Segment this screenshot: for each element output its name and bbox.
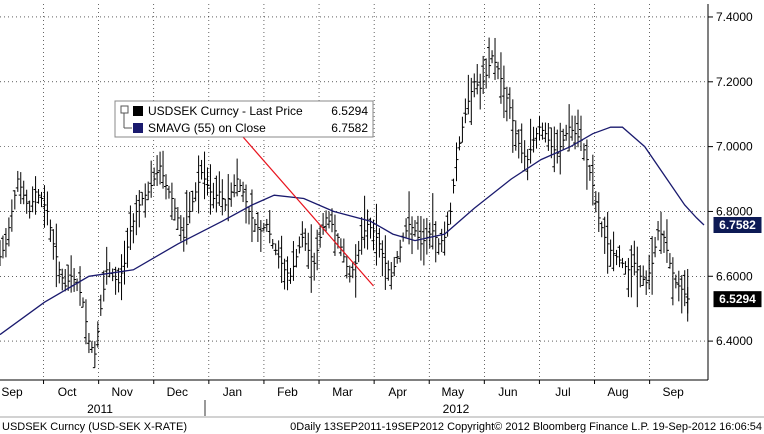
x-tick-label: Jan bbox=[223, 385, 242, 399]
moving-average-line bbox=[0, 126, 705, 336]
x-tick-label: Jun bbox=[498, 385, 517, 399]
tag-price-label: 6.5294 bbox=[719, 292, 756, 306]
x-tick-label: Dec bbox=[167, 385, 188, 399]
legend-value-ma: 6.7582 bbox=[331, 121, 368, 135]
legend-collapse-icon[interactable] bbox=[120, 105, 129, 114]
tag-ma-label: 6.7582 bbox=[719, 218, 756, 232]
legend-swatch-price bbox=[133, 106, 143, 116]
tag-ma-box bbox=[712, 215, 763, 234]
year-label: 2011 bbox=[87, 402, 113, 416]
y-tick-label: 6.6000 bbox=[716, 269, 753, 283]
x-tick-label: Jul bbox=[555, 385, 570, 399]
legend-label-ma: SMAVG (55) on Close bbox=[148, 121, 266, 135]
last-value-tag-ma: 6.7582 bbox=[712, 215, 763, 234]
y-tick-label: 6.4000 bbox=[716, 334, 753, 348]
legend-box bbox=[114, 100, 374, 138]
x-tick-label: Aug bbox=[607, 385, 628, 399]
grid-lines bbox=[0, 4, 709, 381]
y-axis: 7.4000 7.2000 7.0000 6.8000 6.6000 6.4000 bbox=[708, 10, 753, 348]
x-tick-label: Apr bbox=[388, 385, 407, 399]
last-value-tag-price: 6.5294 bbox=[712, 290, 763, 309]
price-bars bbox=[0, 37, 690, 369]
year-label: 2012 bbox=[443, 402, 470, 416]
x-tick-label: Sep bbox=[662, 385, 684, 399]
legend-swatch-ma bbox=[133, 123, 143, 133]
trend-line bbox=[239, 133, 374, 287]
y-tick-label: 7.4000 bbox=[716, 10, 753, 24]
legend: USDSEK Curncy - Last Price 6.5294 SMAVG … bbox=[114, 100, 374, 138]
x-axis: Sep Oct Nov Dec Jan Feb Mar Apr May Jun Jul Aug Sep 2… bbox=[1, 380, 684, 416]
y-tick-label: 7.2000 bbox=[716, 75, 753, 89]
x-tick-label: Mar bbox=[332, 385, 353, 399]
legend-label-price: USDSEK Curncy - Last Price bbox=[148, 104, 303, 118]
y-tick-label: 6.8000 bbox=[716, 204, 753, 218]
x-tick-label: Oct bbox=[58, 385, 77, 399]
x-tick-label: May bbox=[441, 385, 464, 399]
footer-left: USDSEK Curncy (USD-SEK X-RATE) bbox=[2, 421, 187, 433]
x-tick-label: Nov bbox=[112, 385, 133, 399]
y-tick-label: 7.0000 bbox=[716, 140, 753, 154]
x-tick-label: Sep bbox=[1, 385, 23, 399]
x-tick-label: Feb bbox=[277, 385, 298, 399]
footer-right: 0Daily 13SEP2011-19SEP2012 Copyright© 20… bbox=[290, 421, 762, 433]
legend-value-price: 6.5294 bbox=[331, 104, 368, 118]
tag-price-box bbox=[712, 290, 763, 309]
